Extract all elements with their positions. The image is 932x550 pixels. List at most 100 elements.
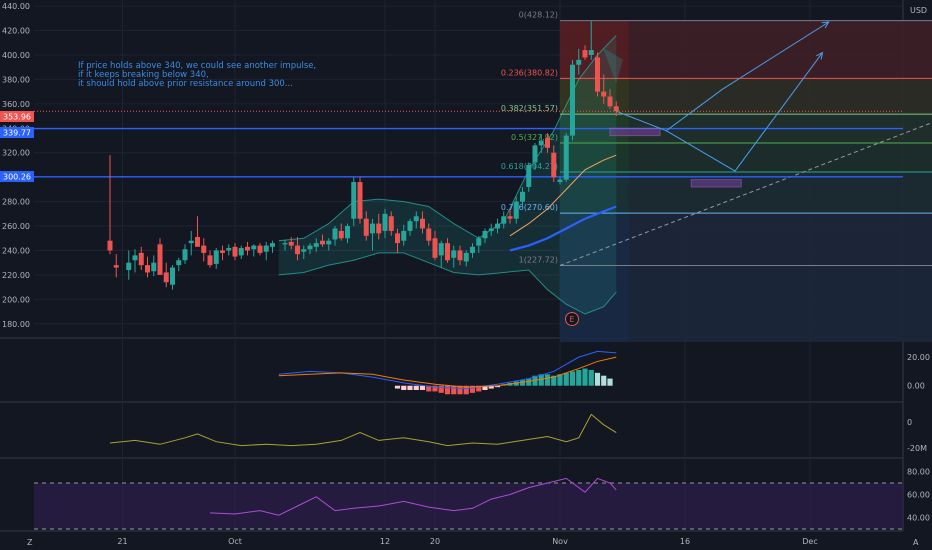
candle-body xyxy=(438,243,444,256)
macd-hist-bar-27 xyxy=(563,372,569,386)
horizontal-levels[interactable] xyxy=(34,110,903,178)
candle-body xyxy=(132,255,138,261)
last-price-tag: 353.96 xyxy=(0,111,34,122)
macd-tick-0: 20.00 xyxy=(907,353,930,362)
vol-tick-0: 0 xyxy=(907,418,912,427)
candle-body xyxy=(188,240,194,244)
candle-74 xyxy=(582,45,588,60)
price-tick-12: 200.00 xyxy=(2,295,30,304)
candle-47 xyxy=(413,211,419,229)
fib-zone-1 xyxy=(560,78,932,115)
candle-19 xyxy=(232,243,238,261)
price-tick-10: 240.00 xyxy=(2,246,30,255)
candle-77 xyxy=(601,74,607,104)
macd-hist-bar-4 xyxy=(419,385,426,390)
candle-body xyxy=(163,272,169,283)
fib-label-2: 0.382(351.57) xyxy=(501,104,558,113)
ema-fast xyxy=(509,154,617,237)
moving-averages xyxy=(509,154,617,252)
fib-zone-5 xyxy=(560,213,932,266)
candle-9 xyxy=(170,265,175,290)
bottom-controls: Z A xyxy=(27,538,919,547)
candle-24 xyxy=(263,241,269,261)
wedge-marker xyxy=(602,47,624,84)
candle-body xyxy=(263,245,269,252)
fib-label-1: 0.236(380.82) xyxy=(501,68,558,77)
candle-body xyxy=(445,243,450,261)
x-tick-4: Nov xyxy=(552,537,568,546)
candle-37 xyxy=(351,177,357,227)
log-scale-toggle[interactable]: Z xyxy=(27,538,33,547)
candle-body xyxy=(613,106,619,112)
fib-label-0: 0(428.12) xyxy=(519,11,558,20)
price-tick-1: 420.00 xyxy=(2,27,30,36)
note-line-2: if it keeps breaking below 340, xyxy=(78,70,209,80)
candle-body xyxy=(507,216,513,219)
candle-26 xyxy=(282,239,288,251)
candle-body xyxy=(501,216,507,224)
candle-50 xyxy=(432,230,438,261)
candle-body xyxy=(138,252,144,266)
target-box-0 xyxy=(609,127,661,137)
candle-55 xyxy=(463,250,469,267)
candle-8 xyxy=(163,262,169,288)
fib-zones xyxy=(560,20,932,343)
fib-zone-6 xyxy=(560,265,932,343)
x-tick-1: Oct xyxy=(228,537,242,546)
note-line-3: it should hold above prior resistance ar… xyxy=(78,79,293,89)
candle-53 xyxy=(451,245,457,268)
candle-79 xyxy=(613,101,619,117)
candle-49 xyxy=(426,223,432,246)
candle-63 xyxy=(513,196,519,224)
macd-hist-bar-11 xyxy=(463,385,469,395)
svg-text:300.26: 300.26 xyxy=(3,173,31,182)
earnings-marker[interactable]: E xyxy=(565,312,579,326)
candle-body xyxy=(557,179,563,183)
x-tick-5: 16 xyxy=(680,537,690,546)
x-tick-3: 20 xyxy=(430,537,440,546)
candle-body xyxy=(195,237,200,247)
candle-0 xyxy=(107,155,113,255)
x-tick-6: Dec xyxy=(802,537,817,546)
candle-body xyxy=(332,228,338,240)
candle-56 xyxy=(470,243,475,258)
candle-body xyxy=(213,250,219,264)
candle-51 xyxy=(438,240,444,268)
candle-22 xyxy=(251,244,257,257)
candle-12 xyxy=(188,230,194,256)
macd-hist-bar-32 xyxy=(594,372,601,386)
candle-body xyxy=(376,223,382,234)
candle-15 xyxy=(207,250,213,268)
candle-67 xyxy=(538,134,544,153)
price-tick-11: 220.00 xyxy=(2,271,30,280)
candle-body xyxy=(451,250,457,258)
candle-2 xyxy=(126,250,132,280)
candle-64 xyxy=(520,186,525,207)
candle-body xyxy=(388,216,394,231)
currency-label: USD xyxy=(910,6,927,15)
macd-hist-bar-3 xyxy=(413,385,419,390)
fib-trend-line xyxy=(559,122,932,266)
candle-body xyxy=(470,246,475,253)
indicator-panes xyxy=(34,350,903,530)
candle-76 xyxy=(595,52,600,97)
price-tick-3: 380.00 xyxy=(2,75,30,84)
candle-body xyxy=(395,233,400,244)
candle-body xyxy=(338,230,344,239)
candle-body xyxy=(576,59,582,65)
candle-body xyxy=(107,240,113,251)
band-lower xyxy=(278,252,617,315)
macd-hist-bar-24 xyxy=(544,374,551,386)
rsi-tick-0: 80.00 xyxy=(907,468,930,477)
auto-scale-toggle[interactable]: A xyxy=(913,538,919,547)
projection-drawings[interactable] xyxy=(602,21,830,188)
candle-13 xyxy=(195,216,200,247)
candle-45 xyxy=(401,224,407,246)
candle-body xyxy=(301,249,307,252)
candle-16 xyxy=(213,248,219,269)
volume-osc-line xyxy=(109,413,617,447)
candle-body xyxy=(420,218,425,229)
candle-21 xyxy=(245,241,250,256)
candle-40 xyxy=(370,218,375,251)
